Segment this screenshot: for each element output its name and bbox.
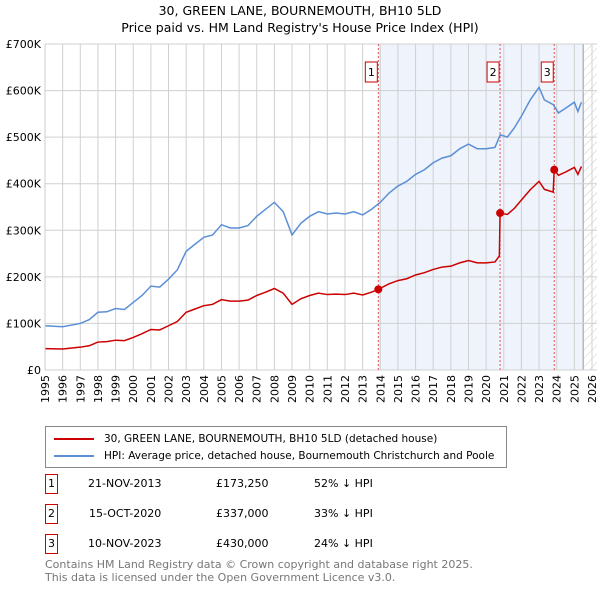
legend-item-hpi: HPI: Average price, detached house, Bour… [54, 449, 494, 463]
legend: 30, GREEN LANE, BOURNEMOUTH, BH10 5LD (d… [45, 426, 507, 468]
x-tick-label: 2026 [586, 375, 599, 403]
x-tick-label: 2022 [515, 375, 528, 403]
x-tick-label: 2021 [498, 375, 511, 403]
footer-line: Contains HM Land Registry data © Crown c… [45, 558, 473, 571]
title-subtitle: Price paid vs. HM Land Registry's House … [121, 20, 479, 35]
x-tick-label: 2016 [410, 375, 423, 403]
y-tick-label: £600K [6, 85, 42, 98]
sale-price: £173,250 [216, 477, 269, 490]
x-tick-label: 2023 [533, 375, 546, 403]
y-tick-label: £300K [6, 224, 42, 237]
x-tick-label: 1996 [57, 375, 70, 403]
sale-label: 2 [490, 66, 497, 79]
title-address: 30, GREEN LANE, BOURNEMOUTH, BH10 5LD [158, 3, 442, 18]
sale-row: 1 21-NOV-2013 £173,250 52% ↓ HPI [45, 474, 445, 494]
sale-row: 3 10-NOV-2023 £430,000 24% ↓ HPI [45, 534, 445, 554]
sale-label-box [486, 61, 500, 83]
x-tick-label: 2018 [445, 375, 458, 403]
y-tick-label: £400K [6, 178, 42, 191]
x-tick-label: 2014 [374, 375, 387, 403]
sale-date: 10-NOV-2023 [88, 537, 162, 550]
x-tick-label: 2025 [568, 375, 581, 403]
sale-price: £430,000 [216, 537, 269, 550]
legend-label: 30, GREEN LANE, BOURNEMOUTH, BH10 5LD (d… [104, 433, 438, 445]
sale-marker-badge: 3 [45, 534, 58, 554]
x-tick-label: 2010 [304, 375, 317, 403]
sale-label-box [364, 61, 378, 83]
x-tick-label: 2005 [215, 375, 228, 403]
x-tick-label: 2009 [286, 375, 299, 403]
x-tick-label: 2008 [268, 375, 281, 403]
hpi-line [44, 85, 583, 328]
y-tick-label: £0 [27, 364, 41, 377]
x-tick-label: 2019 [462, 375, 475, 403]
x-tick-label: 2002 [163, 375, 176, 403]
x-tick-label: 1999 [110, 375, 123, 403]
x-tick-label: 1997 [74, 375, 87, 403]
chart-title: 30, GREEN LANE, BOURNEMOUTH, BH10 5LD Pr… [0, 2, 600, 36]
price-chart: 1995 1996 1997 1998 1999 2000 2001 2002 2003 2004… [6, 38, 599, 403]
sale-price: £337,000 [216, 507, 269, 520]
x-tick-label: 2004 [198, 375, 211, 403]
x-tick-label: 2000 [127, 375, 140, 403]
x-tick-label: 2015 [392, 375, 405, 403]
legend-swatch-red [54, 438, 94, 440]
sale-label: 3 [544, 66, 551, 79]
x-tick-label: 2006 [233, 375, 246, 403]
sale-row: 2 15-OCT-2020 £337,000 33% ↓ HPI [45, 504, 445, 524]
x-tick-label: 2003 [180, 375, 193, 403]
sale-hpi-diff: 33% ↓ HPI [314, 507, 373, 520]
property-price-line [44, 166, 583, 350]
x-tick-label: 2011 [321, 375, 334, 403]
y-tick-label: £500K [6, 131, 42, 144]
shaded-region [378, 44, 584, 370]
x-tick-label: 2007 [251, 375, 264, 403]
footer: Contains HM Land Registry data © Crown c… [45, 558, 473, 584]
x-tick-label: 2017 [427, 375, 440, 403]
sale-point [374, 285, 383, 294]
sale-hpi-diff: 52% ↓ HPI [314, 477, 373, 490]
sale-marker-badge: 2 [45, 504, 58, 524]
x-tick-label: 1995 [39, 375, 52, 403]
hatched-future-region [583, 44, 597, 370]
x-tick-label: 1998 [92, 375, 105, 403]
sale-hpi-diff: 24% ↓ HPI [314, 537, 373, 550]
sale-point [496, 209, 505, 218]
sale-marker-badge: 1 [45, 474, 58, 494]
x-tick-label: 2020 [480, 375, 493, 403]
x-tick-label: 2024 [551, 375, 564, 403]
sale-date: 15-OCT-2020 [89, 507, 162, 520]
sale-date: 21-NOV-2013 [88, 477, 162, 490]
x-tick-label: 2012 [339, 375, 352, 403]
y-tick-label: £200K [6, 271, 42, 284]
legend-swatch-blue [54, 455, 94, 457]
footer-line: This data is licensed under the Open Gov… [45, 571, 396, 584]
sale-label: 1 [368, 66, 375, 79]
legend-label: HPI: Average price, detached house, Bour… [104, 450, 495, 462]
legend-item-property: 30, GREEN LANE, BOURNEMOUTH, BH10 5LD (d… [54, 432, 437, 446]
x-tick-label: 2001 [145, 375, 158, 403]
y-tick-label: £700K [6, 38, 42, 51]
y-tick-label: £100K [6, 317, 42, 330]
x-tick-label: 2013 [357, 375, 370, 403]
sale-point [550, 165, 559, 174]
sale-label-box [540, 61, 554, 83]
